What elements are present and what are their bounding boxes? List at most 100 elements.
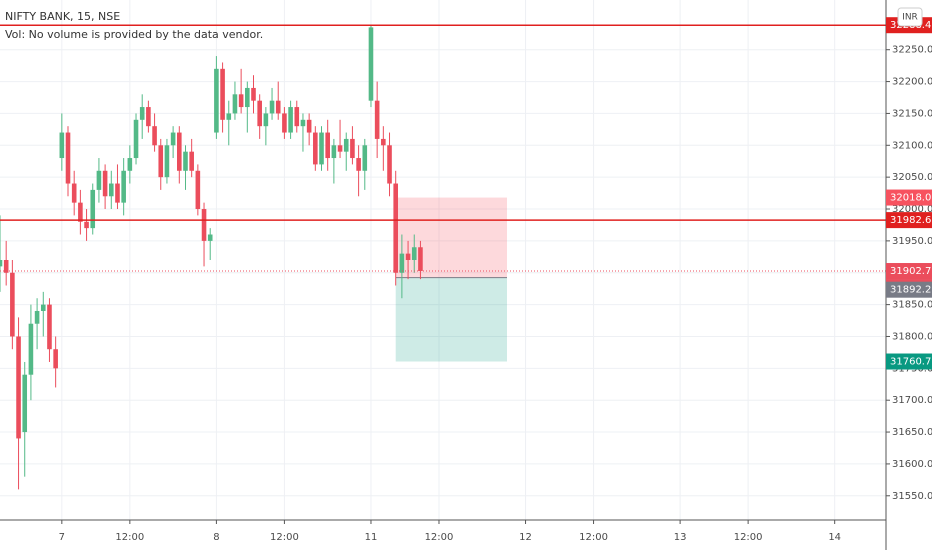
y-tick-label: 31800.00: [892, 331, 932, 342]
candle-body: [115, 183, 120, 203]
y-tick-label: 32200.00: [892, 77, 932, 88]
candle-body: [59, 132, 65, 159]
candle-body: [133, 119, 139, 159]
candle-body: [152, 126, 157, 146]
candle-body: [65, 132, 71, 184]
last-price-tag: [886, 263, 932, 280]
target-tag: [886, 353, 932, 370]
x-tick-label: 14: [828, 532, 841, 543]
candle-body: [269, 100, 275, 114]
candle-body: [325, 132, 330, 159]
y-tick-label: 31950.00: [892, 236, 932, 247]
candle-body: [232, 94, 238, 114]
x-tick-label: 11: [365, 532, 378, 543]
candle-body: [282, 113, 287, 133]
x-tick-label: 13: [674, 532, 687, 543]
x-tick-label: 12:00: [425, 532, 454, 543]
candle-body: [319, 132, 324, 165]
candle-body: [405, 253, 411, 260]
y-tick-label: 32150.00: [892, 108, 932, 119]
candle-body: [139, 107, 145, 120]
candle-body: [10, 272, 15, 337]
candle-body: [16, 336, 21, 439]
y-tick-label: 32000.00: [892, 204, 932, 215]
candle-body: [96, 170, 102, 190]
hline-tag: [886, 212, 932, 229]
candle-body: [40, 304, 46, 311]
candle-body: [90, 189, 96, 229]
candle-body: [418, 247, 423, 272]
candle-body: [350, 138, 355, 159]
candle-body: [53, 349, 58, 369]
candle-body: [102, 170, 108, 197]
candle-body: [263, 113, 269, 127]
x-tick-label: 7: [59, 532, 65, 543]
candle-body: [146, 107, 151, 127]
candle-body: [362, 145, 368, 171]
candle-body: [288, 107, 293, 133]
entry-label: 31892.25: [890, 285, 932, 296]
candle-body: [3, 260, 9, 273]
candle-body: [78, 202, 83, 222]
entry-tag: [886, 281, 932, 298]
candle-body: [28, 323, 34, 375]
candle-body: [214, 68, 219, 133]
candle-body: [374, 100, 380, 139]
candle-body: [0, 260, 3, 267]
y-tick-label: 31700.00: [892, 395, 932, 406]
hline-label: 31982.60: [890, 215, 932, 226]
y-tick-label: 32100.00: [892, 140, 932, 151]
y-tick-label: 31650.00: [892, 427, 932, 438]
candle-body: [356, 158, 361, 171]
candle-body: [177, 132, 182, 171]
candle-body: [251, 87, 256, 101]
subtitle: Vol: No volume is provided by the data v…: [5, 28, 263, 41]
candle-body: [207, 234, 213, 241]
candle-body: [399, 253, 405, 273]
candle-body: [275, 100, 281, 114]
candle-body: [164, 145, 170, 178]
candle-body: [294, 107, 300, 127]
candle-body: [300, 119, 306, 127]
chart-title: NIFTY BANK, 15, NSE: [5, 10, 120, 23]
stop-label: 32018.00: [890, 193, 932, 204]
candle-body: [245, 87, 250, 108]
candle-body: [195, 170, 201, 210]
grid: [0, 0, 886, 520]
candle-body: [313, 132, 318, 165]
last-price-label: 31902.70: [890, 266, 932, 277]
candle-body: [238, 94, 244, 108]
y-tick-label: 32250.00: [892, 45, 932, 56]
x-tick-label: 12:00: [270, 532, 299, 543]
candle-body: [22, 374, 28, 433]
y-tick-label: 32050.00: [892, 172, 932, 183]
currency-box[interactable]: [897, 7, 923, 27]
x-tick-label: 8: [213, 532, 219, 543]
candle-body: [158, 145, 164, 178]
target-label: 31760.70: [890, 357, 932, 368]
candle-body: [381, 138, 386, 146]
candle-body: [306, 119, 312, 133]
candle-body: [170, 132, 176, 146]
candle-body: [368, 27, 374, 101]
stop-tag: [886, 189, 932, 206]
plot: [0, 24, 886, 490]
candle-body: [201, 209, 207, 241]
x-tick-label: 12:00: [734, 532, 763, 543]
candle-body: [220, 68, 225, 120]
candle-body: [84, 221, 89, 229]
target-zone: [395, 277, 507, 362]
candle-body: [34, 310, 40, 324]
candle-body: [47, 304, 52, 350]
candle-body: [127, 158, 133, 171]
currency[interactable]: INR: [902, 13, 918, 23]
candle-body: [189, 151, 194, 171]
candle-body: [411, 247, 417, 260]
candle-body: [108, 183, 114, 197]
y-tick-label: 31850.00: [892, 300, 932, 311]
x-tick-label: 12:00: [579, 532, 608, 543]
candle-body: [257, 100, 262, 127]
candle-body: [226, 113, 232, 120]
